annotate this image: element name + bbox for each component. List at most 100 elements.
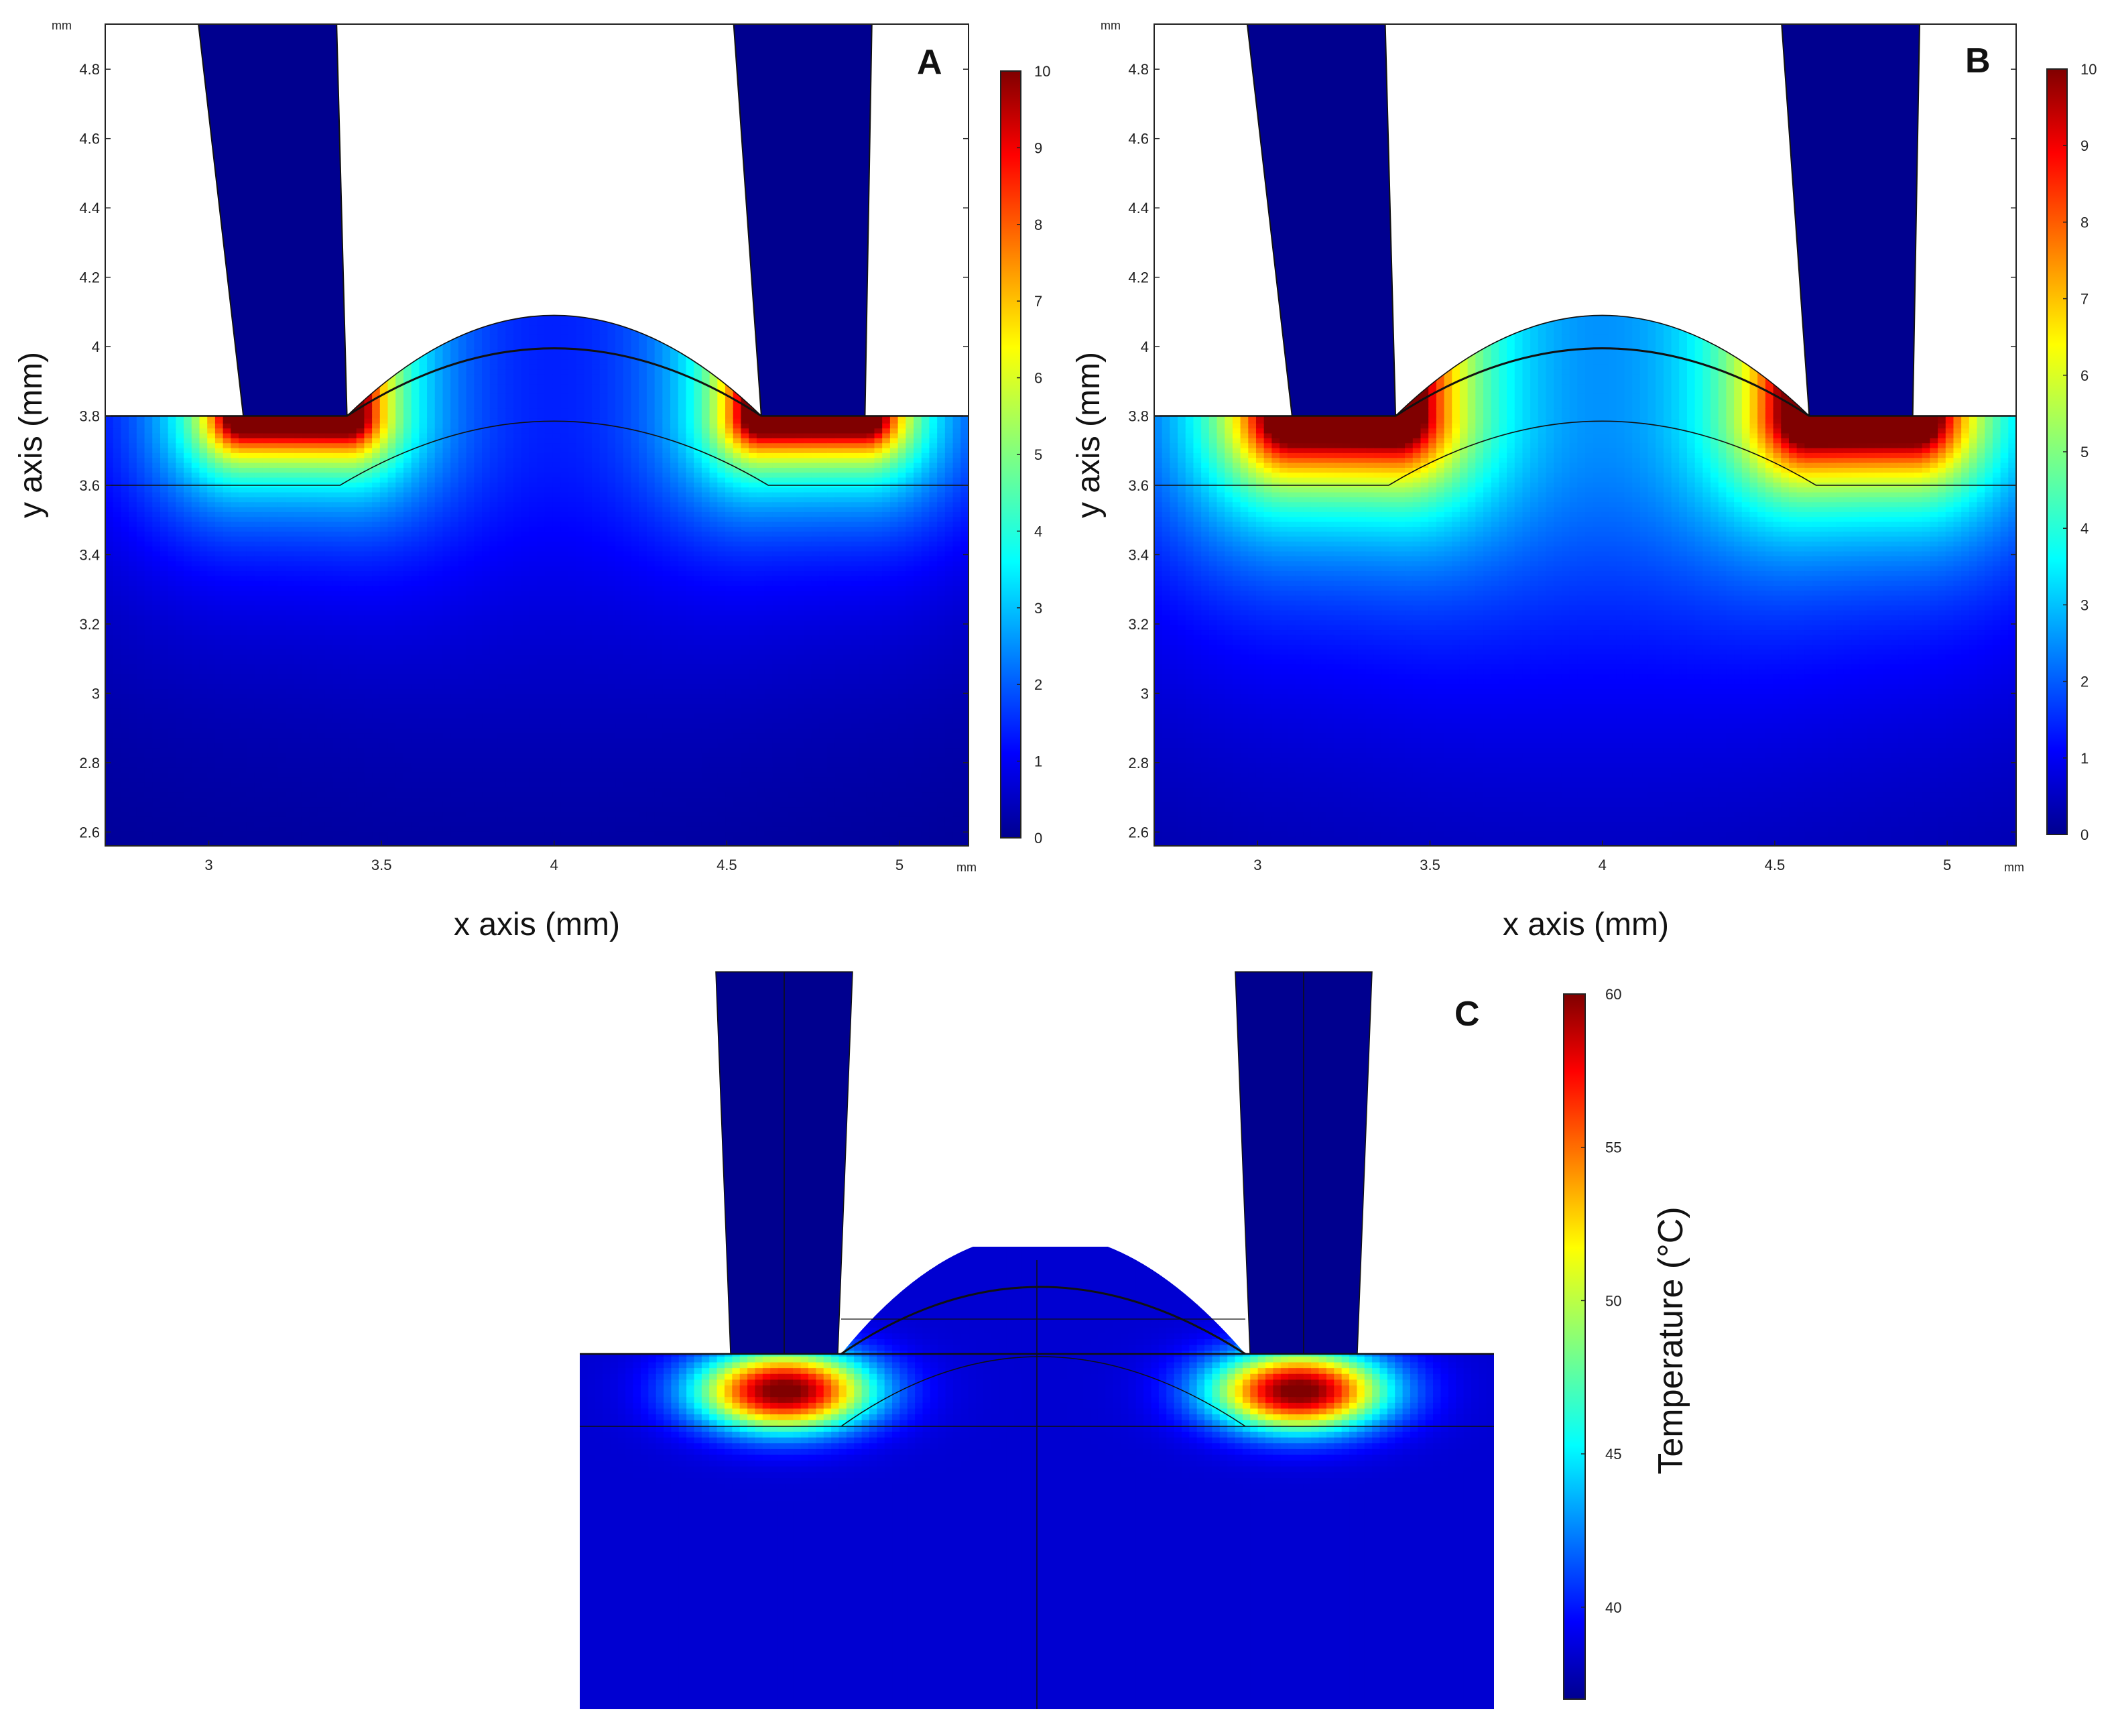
panel-b-geometry	[1154, 23, 2016, 486]
y-tick-label: 4.6	[79, 131, 100, 147]
y-tick-label: 3.2	[1128, 616, 1149, 633]
colorbar-tick-label: 0	[1034, 830, 1042, 847]
x-tick-label: 4	[550, 857, 558, 873]
colorbar-tick-label: 10	[1034, 63, 1050, 80]
y-tick-label: 3.8	[1128, 408, 1149, 425]
x-tick-label: 3.5	[1420, 857, 1440, 873]
panel-b-y-ticks: 2.6 2.8 3 3.2 3.4 3.6 3.8 4 4.2 4.4 4.6 4.8	[1128, 61, 2016, 841]
panel-b-label: B	[1965, 42, 1991, 80]
y-tick-label: 2.8	[1128, 755, 1149, 771]
colorbar-tick-label: 6	[1034, 370, 1042, 387]
cap-outer-boundary	[1395, 314, 1810, 417]
panel-a: 2.6 2.8 3 3.2 3.4 3.6 3.8 4 4.2 4.4 4.6 4.8 3 3.5 4 4.…	[13, 19, 1050, 942]
panel-c-geometry	[580, 971, 1494, 1709]
y-tick-label: 4.2	[79, 269, 100, 286]
y-tick-label: 3.4	[79, 546, 100, 563]
colorbar-tick-label: 6	[2080, 367, 2089, 384]
y-tick-label: 4	[1141, 338, 1149, 355]
y-tick-label: 3.6	[79, 477, 100, 494]
y-tick-label: 4.4	[79, 200, 100, 216]
colorbar-tick-label: 2	[2080, 674, 2089, 690]
panel-a-geometry	[105, 23, 969, 486]
panel-b-y-unit: mm	[1101, 19, 1121, 32]
y-tick-label: 3	[1141, 685, 1149, 702]
panel-a-colorbar-ticks: 0 1 2 3 4 5 6 7 8 9 10	[1017, 63, 1050, 847]
cap-inner-boundary	[346, 347, 762, 417]
y-tick-label: 3.8	[79, 408, 100, 425]
panel-b-x-unit: mm	[2004, 861, 2024, 874]
panel-a-x-axis-label: x axis (mm)	[454, 907, 620, 942]
panel-a-frame	[105, 23, 969, 847]
panel-b: 2.6 2.8 3 3.2 3.4 3.6 3.8 4 4.2 4.4 4.6 4.8 3 3.5 4 4.…	[1071, 19, 2097, 942]
colorbar-tick-label: 8	[2080, 214, 2089, 231]
colorbar-tick-label: 9	[2080, 137, 2089, 154]
colorbar-tick-label: 5	[2080, 444, 2089, 460]
panel-c-label: C	[1454, 995, 1480, 1034]
x-tick-label: 5	[895, 857, 904, 873]
cap-inner-boundary	[1395, 347, 1810, 417]
y-tick-label: 3.4	[1128, 546, 1149, 563]
x-tick-label: 3	[1253, 857, 1261, 873]
colorbar-tick-label: 0	[2080, 826, 2089, 843]
colorbar-tick-label: 60	[1605, 986, 1621, 1003]
panel-a-label: A	[917, 43, 942, 82]
colorbar-tick-label: 45	[1605, 1446, 1621, 1463]
colorbar-tick-label: 8	[1034, 216, 1042, 233]
panel-b-y-axis-label: y axis (mm)	[1071, 352, 1107, 518]
x-tick-label: 3.5	[371, 857, 392, 873]
panel-a-y-unit: mm	[52, 19, 72, 32]
cap-inner-boundary	[841, 1286, 1246, 1355]
colorbar-tick-label: 4	[2080, 520, 2089, 537]
y-tick-label: 4.2	[1128, 269, 1149, 286]
y-tick-label: 2.6	[79, 824, 100, 841]
colorbar-tick-label: 7	[2080, 291, 2089, 308]
y-tick-label: 3.6	[1128, 477, 1149, 494]
panel-b-x-axis-label: x axis (mm)	[1503, 907, 1669, 942]
colorbar-tick-label: 50	[1605, 1292, 1621, 1309]
colorbar-tick-label: 3	[2080, 597, 2089, 613]
y-tick-label: 3.2	[79, 616, 100, 633]
panel-a-x-ticks: 3 3.5 4 4.5 5	[204, 841, 904, 873]
colorbar-tick-label: 1	[2080, 750, 2089, 767]
colorbar-tick-label: 2	[1034, 676, 1042, 693]
y-tick-label: 4.6	[1128, 131, 1149, 147]
colorbar-tick-label: 9	[1034, 139, 1042, 156]
x-tick-label: 4.5	[1765, 857, 1786, 873]
panel-c-colorbar-ticks: 40 45 50 55 60	[1581, 986, 1621, 1616]
panel-c-colorbar	[1563, 993, 1586, 1700]
layer-boundary	[1154, 420, 2016, 486]
colorbar-tick-label: 55	[1605, 1139, 1621, 1156]
panel-a-y-axis-label: y axis (mm)	[13, 352, 49, 518]
electrode-1	[1246, 23, 1397, 417]
electrode-2	[1781, 23, 1920, 417]
layer-boundary	[105, 420, 969, 486]
colorbar-tick-label: 3	[1034, 600, 1042, 617]
y-tick-label: 4	[92, 338, 100, 355]
panel-b-colorbar-ticks: 0 1 2 3 4 5 6 7 8 9 10	[2063, 61, 2097, 843]
y-tick-label: 4.8	[1128, 61, 1149, 78]
colorbar-tick-label: 4	[1034, 523, 1042, 540]
electrode-2	[733, 23, 873, 417]
y-tick-label: 4.8	[79, 61, 100, 78]
cap-outer-boundary	[347, 314, 762, 417]
y-tick-label: 3	[92, 685, 100, 702]
x-tick-label: 3	[204, 857, 212, 873]
colorbar-tick-label: 40	[1605, 1599, 1621, 1616]
panel-b-x-ticks: 3 3.5 4 4.5 5	[1253, 841, 1951, 873]
colorbar-tick-label: 5	[1034, 446, 1042, 463]
y-tick-label: 2.6	[1128, 824, 1149, 841]
colorbar-tick-label: 7	[1034, 293, 1042, 310]
panel-c: C 40 45 50 55 60 Temperature (°C)	[580, 971, 1690, 1709]
panel-a-y-ticks: 2.6 2.8 3 3.2 3.4 3.6 3.8 4 4.2 4.4 4.6 4.8	[79, 61, 969, 841]
panel-c-colorbar-title: Temperature (°C)	[1652, 1206, 1690, 1474]
panel-b-frame	[1154, 23, 2017, 847]
x-tick-label: 4.5	[717, 857, 737, 873]
x-tick-label: 5	[1943, 857, 1951, 873]
colorbar-tick-label: 1	[1034, 753, 1042, 770]
colorbar-tick-label: 10	[2080, 61, 2097, 78]
panel-a-x-unit: mm	[956, 861, 977, 874]
y-tick-label: 4.4	[1128, 200, 1149, 216]
layer-dome	[841, 1356, 1246, 1427]
electrode-1	[197, 23, 348, 417]
